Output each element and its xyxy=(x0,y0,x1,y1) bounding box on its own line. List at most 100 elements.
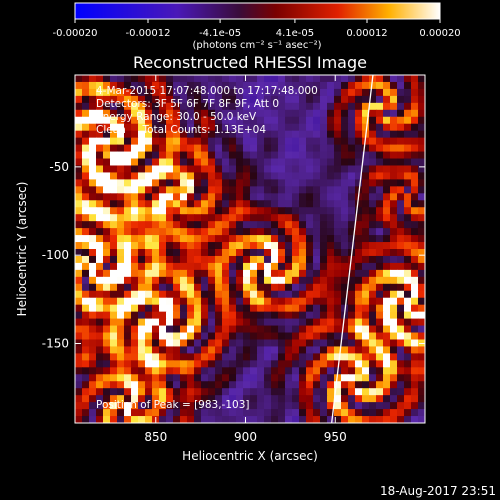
heatmap-cell xyxy=(166,325,174,334)
heatmap-cell xyxy=(390,283,398,292)
heatmap-cell xyxy=(159,186,167,194)
heatmap-cell xyxy=(418,214,425,222)
heatmap-cell xyxy=(236,290,244,299)
heatmap-cell xyxy=(362,409,370,417)
heatmap-cell xyxy=(75,311,83,320)
heatmap-cell xyxy=(187,165,195,174)
heatmap-cell xyxy=(89,332,97,341)
heatmap-cell xyxy=(117,88,125,97)
heatmap-cell xyxy=(152,221,160,229)
heatmap-cell xyxy=(208,374,216,382)
heatmap-cell xyxy=(292,193,300,201)
heatmap-cell xyxy=(187,416,195,423)
heatmap-cell xyxy=(411,388,419,396)
heatmap-cell xyxy=(369,255,377,264)
heatmap-cell xyxy=(187,214,195,222)
heatmap-cell xyxy=(278,332,286,341)
heatmap-cell xyxy=(250,88,258,97)
heatmap-cell xyxy=(285,123,293,132)
heatmap-cell xyxy=(103,81,111,90)
heatmap-cell xyxy=(173,228,181,236)
heatmap-cell xyxy=(96,346,104,354)
heatmap-cell xyxy=(257,95,265,104)
heatmap-cell xyxy=(75,207,83,215)
heatmap-cell xyxy=(124,123,132,132)
heatmap-cell xyxy=(362,255,370,264)
heatmap-cell xyxy=(292,130,300,139)
heatmap-cell xyxy=(411,262,419,271)
heatmap-cell xyxy=(362,158,370,167)
heatmap-cell xyxy=(306,179,314,187)
heatmap-cell xyxy=(236,200,244,208)
heatmap-cell xyxy=(264,109,272,118)
heatmap-cell xyxy=(341,137,349,146)
heatmap-cell xyxy=(222,200,230,208)
plot-frame xyxy=(74,74,426,424)
heatmap-cell xyxy=(418,332,425,341)
heatmap-cell xyxy=(208,172,216,180)
solar-limb-line xyxy=(331,75,374,423)
info-clean-counts: Clean Total Counts: 1.13E+04 xyxy=(96,124,266,136)
heatmap-cell xyxy=(327,360,335,368)
heatmap-cell xyxy=(264,165,272,174)
heatmap-cell xyxy=(397,269,405,278)
heatmap-cell xyxy=(271,269,279,278)
heatmap-cell xyxy=(89,200,97,208)
heatmap-cell xyxy=(362,374,370,382)
heatmap-cell xyxy=(222,360,230,368)
heatmap-cell xyxy=(411,207,419,215)
heatmap-cell xyxy=(124,290,132,299)
heatmap-cell xyxy=(110,339,118,348)
heatmap-cell xyxy=(103,200,111,208)
heatmap-cell xyxy=(313,360,321,368)
heatmap-cell xyxy=(313,346,321,354)
heatmap-cell xyxy=(110,88,118,97)
heatmap-cell xyxy=(145,255,153,264)
heatmap-cell xyxy=(306,402,314,410)
heatmap-cell xyxy=(250,332,258,341)
heatmap-cell xyxy=(152,318,160,327)
heatmap-cell xyxy=(180,269,188,278)
heatmap-cell xyxy=(285,158,293,167)
heatmap-cell xyxy=(138,144,146,153)
heatmap-cell xyxy=(201,283,209,292)
heatmap-cell xyxy=(348,332,356,341)
heatmap-cell xyxy=(355,255,363,264)
heatmap-cell xyxy=(278,381,286,389)
heatmap-cell xyxy=(257,332,265,341)
heatmap-cell xyxy=(117,130,125,139)
heatmap-cell xyxy=(152,353,160,361)
heatmap-cell xyxy=(215,311,223,320)
heatmap-cell xyxy=(362,88,370,97)
heatmap-cell xyxy=(418,172,425,180)
heatmap-cell xyxy=(418,242,425,250)
heatmap-cell xyxy=(264,339,272,348)
heatmap-cell xyxy=(369,318,377,327)
heatmap-cell xyxy=(355,130,363,139)
heatmap-cell xyxy=(138,304,146,313)
heatmap-cell xyxy=(341,332,349,341)
heatmap-cell xyxy=(264,151,272,160)
heatmap-cell xyxy=(208,388,216,396)
heatmap-cell xyxy=(138,95,146,104)
heatmap-cell xyxy=(306,304,314,313)
heatmap-cell xyxy=(131,242,139,250)
heatmap-cell xyxy=(250,339,258,348)
heatmap-cell xyxy=(257,353,265,361)
heatmap-cell xyxy=(145,235,153,243)
heatmap-cell xyxy=(250,283,258,292)
heatmap-cell xyxy=(390,214,398,222)
heatmap-cell xyxy=(376,290,384,299)
heatmap-cell xyxy=(75,102,83,111)
heatmap-cell xyxy=(320,193,328,201)
heatmap-cell xyxy=(313,214,321,222)
heatmap-cell xyxy=(208,339,216,348)
heatmap-cell xyxy=(404,102,412,111)
heatmap-cell xyxy=(75,179,83,187)
heatmap-cell xyxy=(397,395,405,403)
heatmap-cell xyxy=(271,339,279,348)
heatmap-cell xyxy=(82,325,90,334)
heatmap-cell xyxy=(89,116,97,125)
heatmap-cell xyxy=(257,346,265,354)
heatmap-cell xyxy=(201,297,209,306)
